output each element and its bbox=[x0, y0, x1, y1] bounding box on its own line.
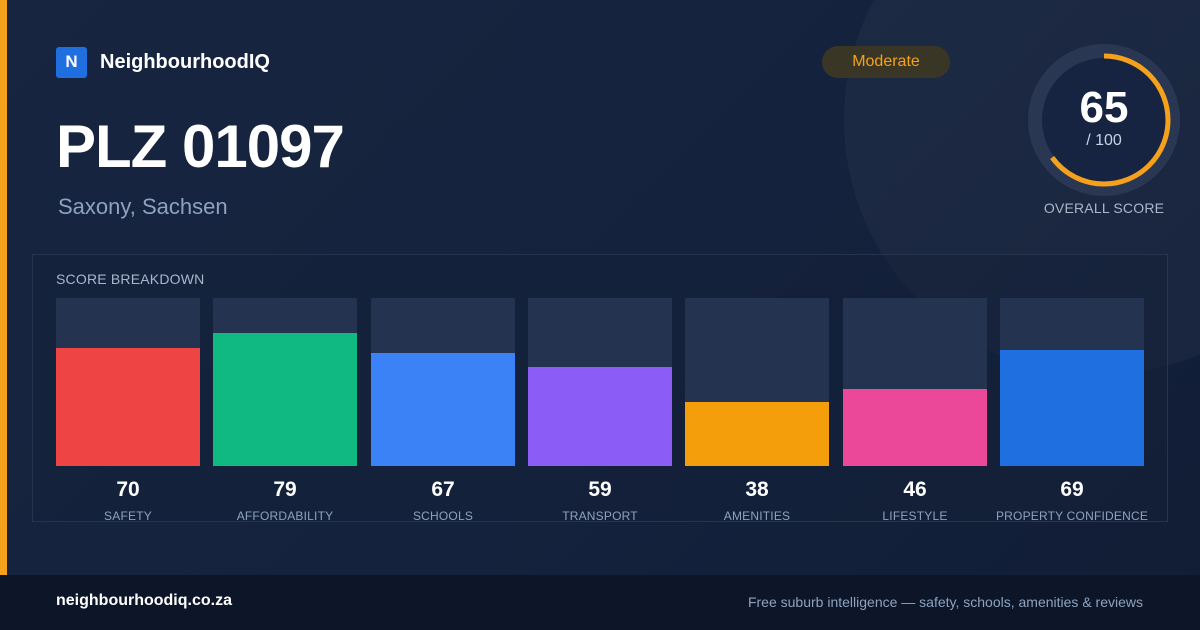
bar-track bbox=[1000, 298, 1144, 466]
footer: neighbourhoodiq.co.za Free suburb intell… bbox=[0, 575, 1200, 630]
bar-track bbox=[843, 298, 987, 466]
bar-fill bbox=[213, 333, 357, 466]
bar-value: 79 bbox=[273, 478, 297, 501]
bar-fill bbox=[1000, 350, 1144, 466]
footer-tagline: Free suburb intelligence — safety, schoo… bbox=[747, 594, 1143, 610]
bar-label: AFFORDABILITY bbox=[236, 509, 334, 523]
score-bar-transport: 59 TRANSPORT bbox=[528, 298, 672, 524]
page-subtitle: Saxony, Sachsen bbox=[58, 194, 228, 219]
bar-value: 38 bbox=[745, 478, 769, 501]
bar-value: 67 bbox=[431, 478, 455, 501]
overall-score-caption: OVERALL SCORE bbox=[1043, 200, 1165, 216]
score-bar-affordability: 79 AFFORDABILITY bbox=[213, 298, 357, 524]
brand-logo-icon: N bbox=[56, 46, 87, 78]
bar-fill bbox=[528, 367, 672, 466]
bar-label: AMENITIES bbox=[723, 509, 791, 523]
overall-score-max: / 100 bbox=[1086, 132, 1122, 149]
bar-label: SAFETY bbox=[104, 509, 152, 523]
bar-label: TRANSPORT bbox=[562, 509, 638, 523]
score-bar-lifestyle: 46 LIFESTYLE bbox=[843, 298, 987, 524]
bar-track bbox=[213, 298, 357, 466]
score-bar-amenities: 38 AMENITIES bbox=[685, 298, 829, 524]
footer-domain-link[interactable]: neighbourhoodiq.co.za bbox=[56, 592, 232, 609]
score-ring-progress bbox=[1037, 53, 1171, 187]
score-breakdown-title: SCORE BREAKDOWN bbox=[56, 271, 205, 287]
score-bar-safety: 70 SAFETY bbox=[56, 298, 200, 524]
brand[interactable]: N NeighbourhoodIQ bbox=[56, 46, 270, 78]
bar-fill bbox=[56, 348, 200, 466]
overall-score-ring bbox=[1028, 44, 1180, 196]
bar-value: 59 bbox=[588, 478, 612, 501]
overall-score-value: 65 bbox=[1079, 83, 1129, 132]
bar-fill bbox=[685, 402, 829, 466]
bar-track bbox=[371, 298, 515, 466]
bar-track bbox=[685, 298, 829, 466]
score-bar-schools: 67 SCHOOLS bbox=[371, 298, 515, 524]
bar-fill bbox=[371, 353, 515, 466]
score-bar-property-confidence: 69 PROPERTY CONFIDENCE bbox=[996, 298, 1148, 524]
bar-value: 69 bbox=[1060, 478, 1084, 501]
accent-strip bbox=[0, 0, 7, 575]
bar-label: SCHOOLS bbox=[412, 509, 474, 523]
score-ring-inner bbox=[1042, 58, 1166, 182]
bar-value: 46 bbox=[903, 478, 927, 501]
rating-badge: Moderate bbox=[822, 46, 950, 78]
brand-name: NeighbourhoodIQ bbox=[100, 50, 270, 73]
page-title: PLZ 01097 bbox=[56, 113, 345, 180]
bar-label: PROPERTY CONFIDENCE bbox=[995, 509, 1149, 523]
bar-fill bbox=[843, 389, 987, 466]
bar-label: LIFESTYLE bbox=[882, 509, 948, 523]
bar-value: 70 bbox=[116, 478, 140, 501]
bar-track bbox=[56, 298, 200, 466]
bar-track bbox=[528, 298, 672, 466]
